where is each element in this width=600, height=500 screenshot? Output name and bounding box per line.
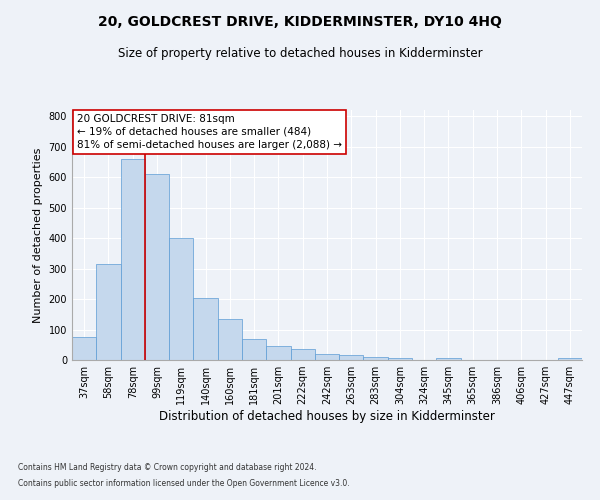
Bar [121,159,145,360]
Text: Contains HM Land Registry data © Crown copyright and database right 2024.: Contains HM Land Registry data © Crown c… [18,464,317,472]
Bar [266,346,290,360]
Bar [364,357,388,360]
Text: 20 GOLDCREST DRIVE: 81sqm
← 19% of detached houses are smaller (484)
81% of semi: 20 GOLDCREST DRIVE: 81sqm ← 19% of detac… [77,114,342,150]
Y-axis label: Number of detached properties: Number of detached properties [33,148,43,322]
Bar [339,356,364,360]
Text: 20, GOLDCREST DRIVE, KIDDERMINSTER, DY10 4HQ: 20, GOLDCREST DRIVE, KIDDERMINSTER, DY10… [98,15,502,29]
Bar [436,358,461,360]
Bar [558,358,582,360]
Bar [145,174,169,360]
Bar [169,238,193,360]
Bar [218,319,242,360]
X-axis label: Distribution of detached houses by size in Kidderminster: Distribution of detached houses by size … [159,410,495,423]
Bar [315,354,339,360]
Text: Contains public sector information licensed under the Open Government Licence v3: Contains public sector information licen… [18,478,350,488]
Bar [290,350,315,360]
Bar [388,358,412,360]
Text: Size of property relative to detached houses in Kidderminster: Size of property relative to detached ho… [118,48,482,60]
Bar [72,337,96,360]
Bar [96,264,121,360]
Bar [193,298,218,360]
Bar [242,338,266,360]
